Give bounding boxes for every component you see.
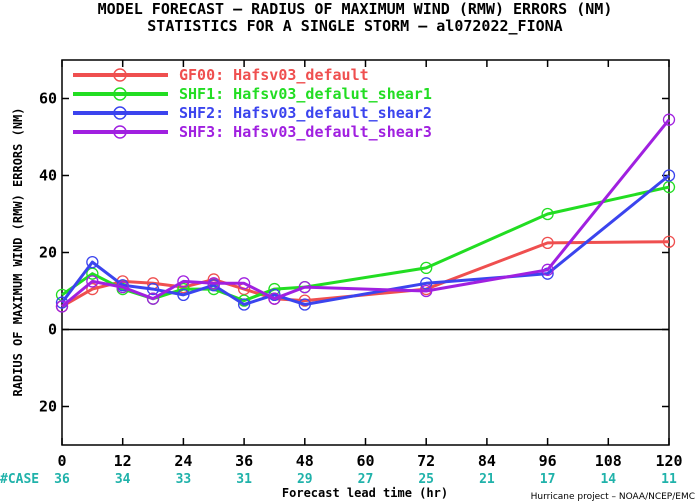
x-tick-label: 108: [595, 452, 622, 470]
x-tick-label: 48: [296, 452, 314, 470]
case-count: 36: [54, 472, 70, 487]
data-point: [662, 113, 676, 126]
case-count: 11: [661, 472, 677, 487]
x-tick-label: 36: [235, 452, 253, 470]
data-point: [146, 282, 160, 296]
x-axis-ticks: 0 12 24 36 48 60 72 84 96 108 120: [57, 60, 683, 470]
legend-label: GF00: Hafsv03_default: [179, 66, 369, 84]
series-layer: [55, 113, 676, 313]
x-tick-label: 96: [539, 452, 557, 470]
legend-entry: SHF3: Hafsv03_default_shear3: [73, 123, 432, 141]
x-axis-label: Forecast lead time (hr): [282, 486, 448, 500]
legend-entry: SHF1: Hafsv03_defalut_shear1: [73, 85, 432, 103]
case-count: 27: [358, 472, 374, 487]
data-point: [420, 284, 433, 298]
legend-marker: [113, 68, 127, 82]
case-counts: 36 34 33 31 29 27 25 21 17 14 11: [54, 472, 677, 487]
y-tick-label: 20: [39, 244, 57, 262]
legend-marker: [113, 87, 127, 101]
y-axis-label: RADIUS OF MAXIMUM WIND (RMW) ERRORS (NM): [11, 108, 25, 397]
case-count: 21: [479, 472, 495, 487]
case-count: 14: [600, 472, 616, 487]
data-point: [420, 261, 433, 275]
data-point: [86, 275, 99, 288]
legend-label: SHF1: Hafsv03_defalut_shear1: [179, 85, 432, 103]
x-tick-label: 72: [417, 452, 435, 470]
data-point: [662, 235, 676, 248]
data-point: [237, 298, 251, 311]
data-point: [237, 277, 251, 290]
data-point: [662, 169, 676, 182]
data-point: [298, 280, 311, 294]
legend-marker: [113, 125, 127, 139]
data-point: [420, 277, 433, 290]
case-count: 29: [297, 472, 313, 487]
data-point: [55, 300, 69, 313]
data-point: [177, 288, 190, 302]
data-point: [116, 280, 129, 294]
series-4: [55, 113, 676, 313]
x-tick-label: 60: [356, 452, 374, 470]
case-count: 17: [540, 472, 556, 487]
y-tick-label: 60: [39, 90, 57, 108]
case-count: 31: [236, 472, 252, 487]
data-point: [541, 207, 554, 221]
y-tick-label: 0: [48, 321, 57, 339]
data-point: [541, 263, 554, 276]
case-count: 33: [176, 472, 192, 487]
data-point: [207, 277, 220, 290]
y-tick-label: 20: [39, 398, 57, 416]
legend-entry: SHF2: Hafsv03_default_shear2: [73, 104, 432, 122]
x-tick-label: 120: [655, 452, 682, 470]
data-point: [177, 275, 190, 288]
series-line: [61, 240, 670, 308]
case-count: 34: [115, 472, 131, 487]
x-tick-label: 24: [174, 452, 192, 470]
legend-marker: [113, 106, 127, 120]
chart-title-line1: MODEL FORECAST – RADIUS OF MAXIMUM WIND …: [98, 0, 613, 18]
legend-label: SHF3: Hafsv03_default_shear3: [179, 123, 432, 141]
data-point: [146, 292, 160, 305]
x-tick-label: 0: [57, 452, 66, 470]
series-line: [60, 174, 670, 306]
x-tick-label: 84: [478, 452, 496, 470]
case-label: #CASE: [0, 472, 39, 487]
legend-label: SHF2: Hafsv03_default_shear2: [179, 104, 432, 122]
data-point: [268, 292, 281, 305]
legend-entry: GF00: Hafsv03_default: [73, 66, 369, 84]
data-point: [86, 255, 99, 269]
y-tick-label: 40: [39, 167, 57, 185]
data-point: [298, 298, 311, 311]
data-point: [86, 282, 99, 296]
data-point: [541, 236, 554, 250]
chart-title-line2: STATISTICS FOR A SINGLE STORM – al072022…: [147, 17, 562, 35]
credit-text: Hurricane project – NOAA/NCEP/EMC: [531, 492, 695, 502]
data-point: [298, 294, 311, 307]
x-tick-label: 12: [114, 452, 132, 470]
case-count: 25: [418, 472, 434, 487]
